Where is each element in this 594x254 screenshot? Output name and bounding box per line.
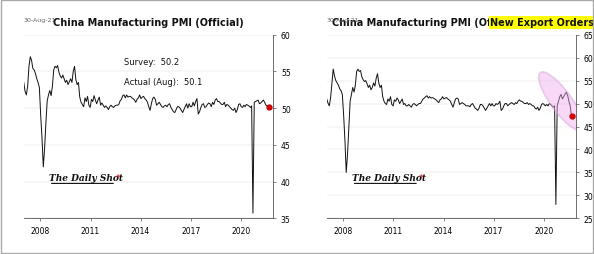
- Text: *: *: [419, 173, 424, 182]
- Text: The Daily Shot: The Daily Shot: [352, 173, 426, 182]
- Text: 30-Aug-21: 30-Aug-21: [327, 18, 359, 23]
- Text: China Manufacturing PMI (Official): China Manufacturing PMI (Official): [53, 18, 244, 28]
- Text: Actual (Aug):  50.1: Actual (Aug): 50.1: [124, 78, 202, 87]
- Text: *: *: [116, 173, 121, 182]
- Text: Survey:  50.2: Survey: 50.2: [124, 57, 179, 67]
- Text: 30-Aug-21: 30-Aug-21: [24, 18, 56, 23]
- Text: New Export Orders: New Export Orders: [490, 18, 594, 28]
- Text: The Daily Shot: The Daily Shot: [49, 173, 123, 182]
- Text: China Manufacturing PMI (Official):: China Manufacturing PMI (Official):: [331, 18, 530, 28]
- Ellipse shape: [539, 73, 584, 131]
